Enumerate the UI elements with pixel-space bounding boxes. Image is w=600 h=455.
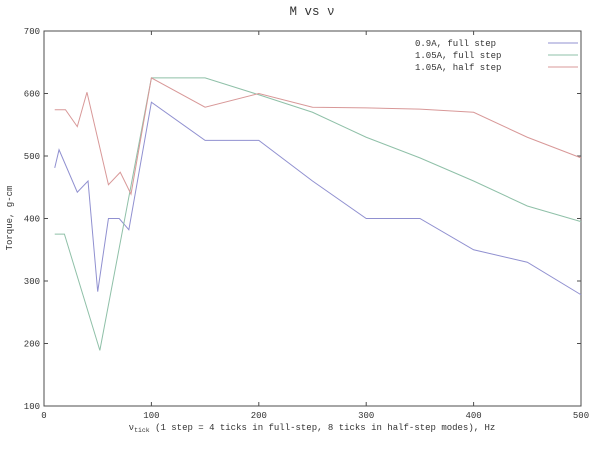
svg-text:500: 500 — [24, 152, 40, 162]
svg-text:300: 300 — [358, 411, 374, 421]
svg-text:0.9A, full step: 0.9A, full step — [415, 39, 496, 49]
svg-text:400: 400 — [465, 411, 481, 421]
svg-text:500: 500 — [573, 411, 589, 421]
svg-text:M vs ν: M vs ν — [289, 5, 334, 19]
svg-text:1.05A, full step: 1.05A, full step — [415, 51, 501, 61]
svg-text:100: 100 — [143, 411, 159, 421]
svg-text:600: 600 — [24, 90, 40, 100]
svg-text:300: 300 — [24, 277, 40, 287]
svg-text:200: 200 — [24, 340, 40, 350]
svg-text:0: 0 — [41, 411, 46, 421]
svg-text:Torque, g-cm: Torque, g-cm — [5, 186, 15, 251]
svg-text:400: 400 — [24, 215, 40, 225]
svg-text:700: 700 — [24, 27, 40, 37]
svg-text:200: 200 — [251, 411, 267, 421]
svg-text:1.05A, half step: 1.05A, half step — [415, 63, 501, 73]
svg-text:100: 100 — [24, 402, 40, 412]
svg-text:νtick (1 step = 4 ticks in ful: νtick (1 step = 4 ticks in full-step, 8 … — [129, 423, 496, 434]
